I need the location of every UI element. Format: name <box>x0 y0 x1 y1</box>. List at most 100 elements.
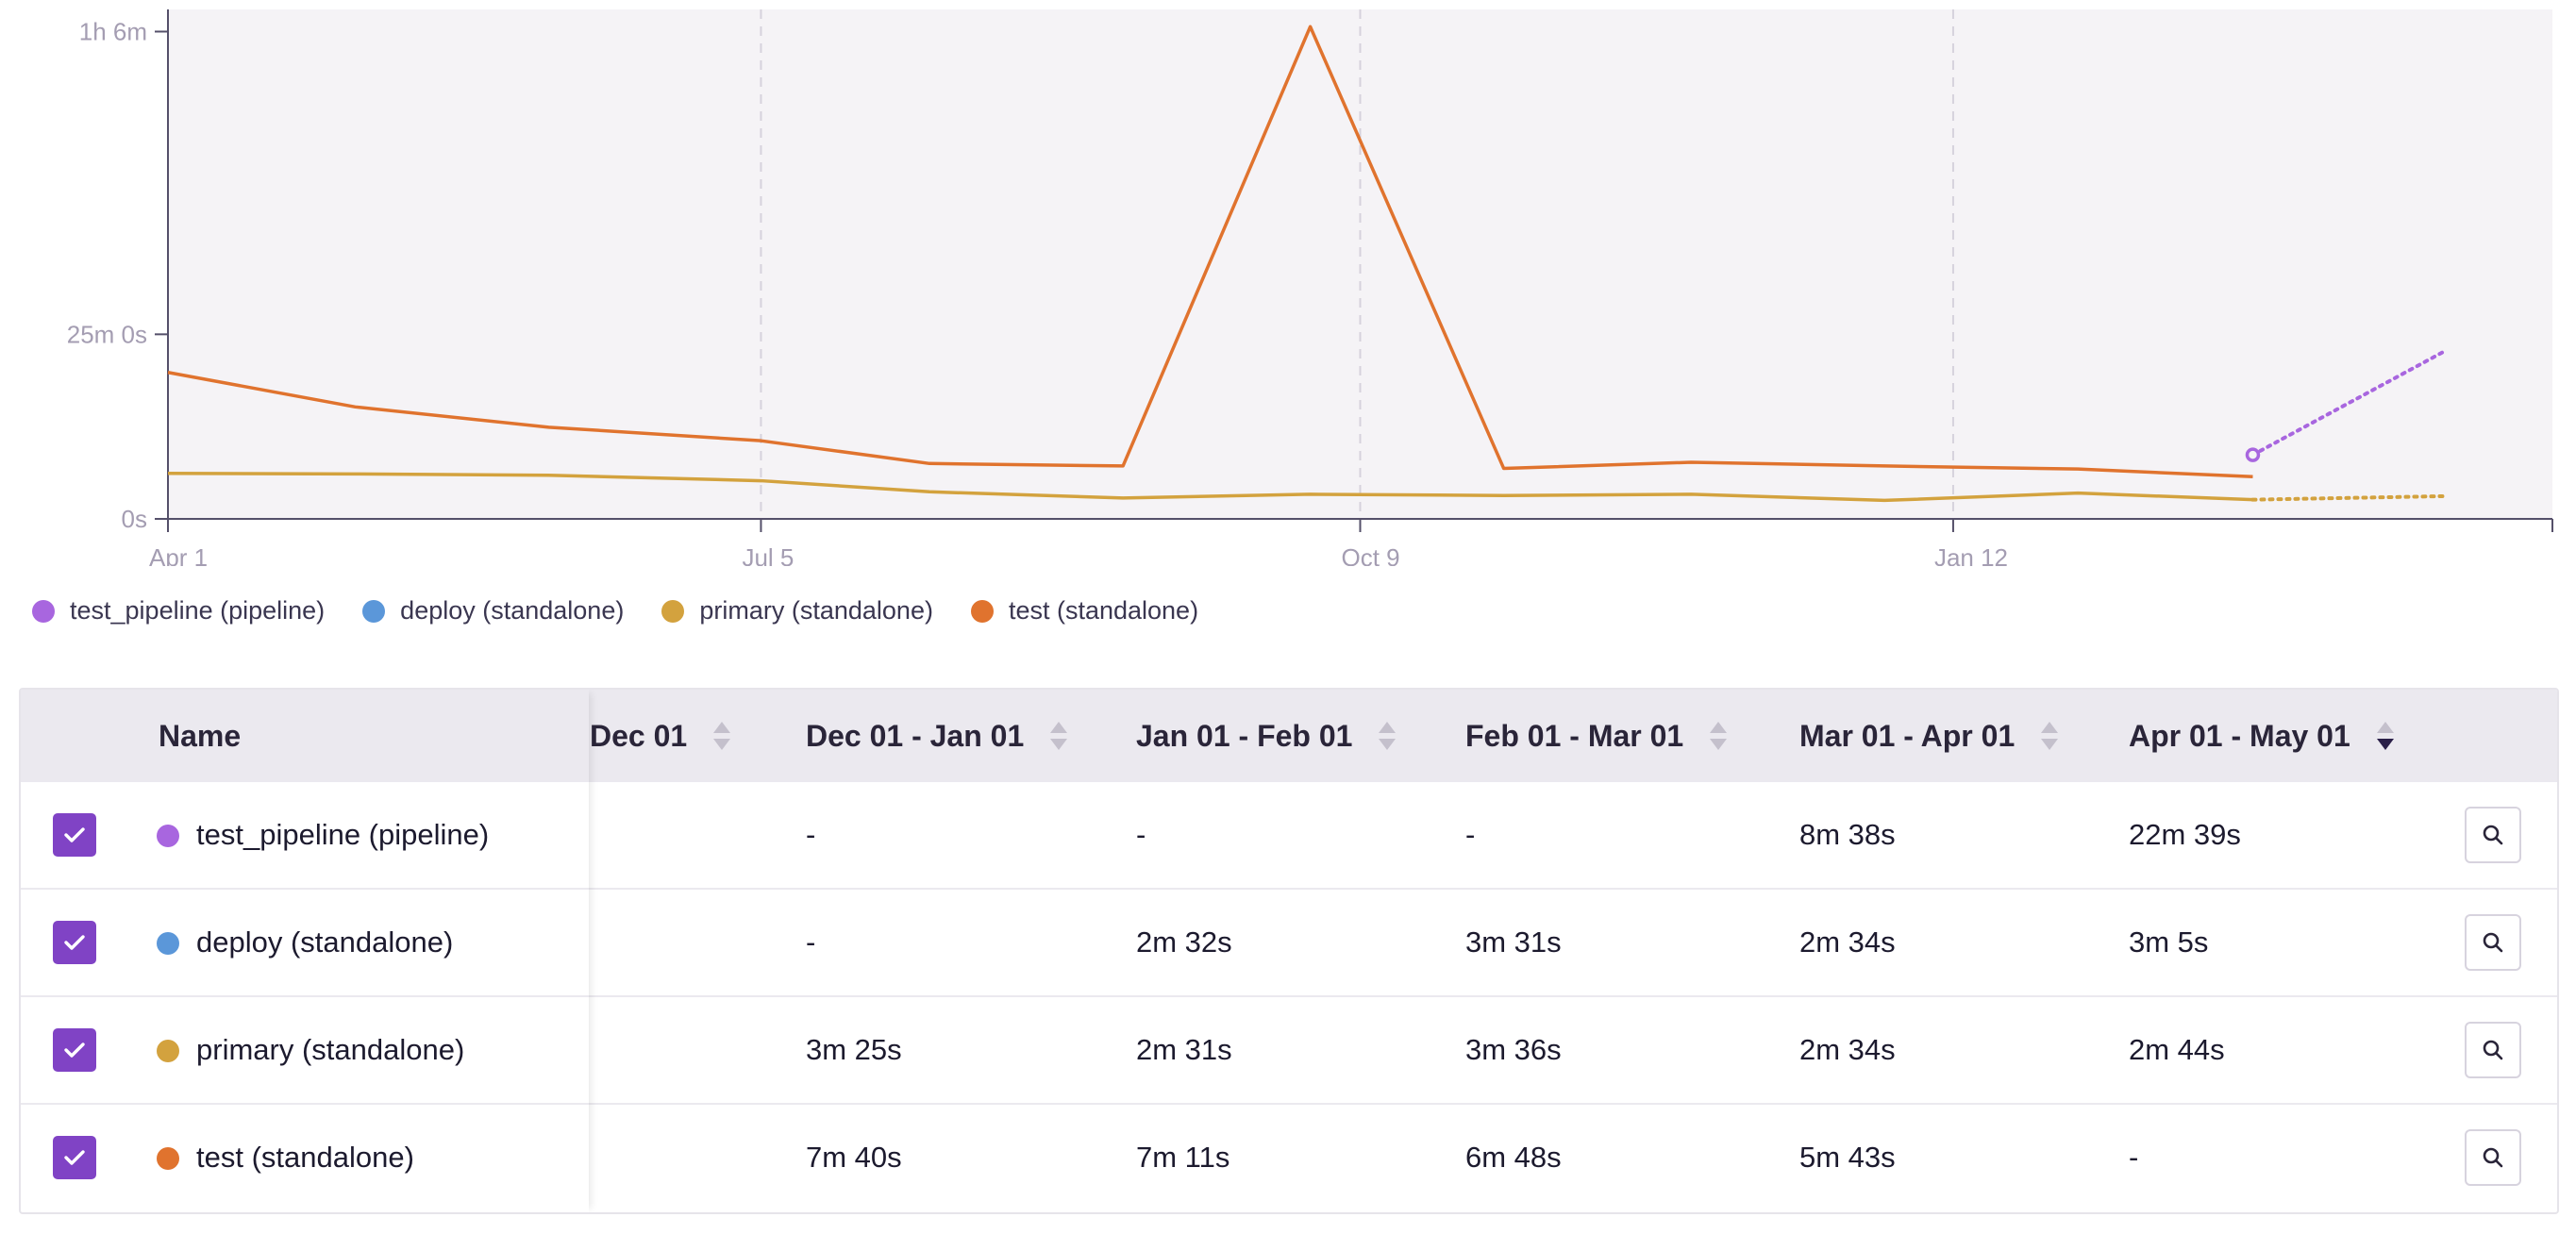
row-name-cell: test (standalone) <box>21 1105 589 1210</box>
y-tick-label: 25m 0s <box>67 320 147 348</box>
table-cell: 3m 36s <box>1465 1033 1562 1066</box>
column-header-name: Name <box>159 718 242 753</box>
row-search-button[interactable] <box>2465 1129 2521 1186</box>
table-cell: 22m 39s <box>2129 818 2241 851</box>
series-color-dot <box>157 825 179 847</box>
sort-descending-icon[interactable] <box>2376 720 2394 752</box>
legend-dot <box>661 599 685 623</box>
row-name-cell: deploy (standalone) <box>21 890 589 995</box>
legend-item-primary[interactable]: primary (standalone) <box>661 596 933 625</box>
table-cell: 2m 44s <box>2129 1033 2225 1066</box>
row-name-cell: primary (standalone) <box>21 997 589 1103</box>
column-header-mar-apr[interactable]: Mar 01 - Apr 01 <box>1799 690 2059 782</box>
table-cell: 3m 25s <box>806 1033 902 1066</box>
legend-item-test[interactable]: test (standalone) <box>970 596 1199 625</box>
table-cell: 3m 5s <box>2129 926 2209 959</box>
row-checkbox[interactable] <box>53 1136 96 1179</box>
table-row: test_pipeline (pipeline) - - - 8m 38s 22… <box>21 780 2557 888</box>
legend-dot <box>362 599 386 623</box>
row-checkbox[interactable] <box>53 921 96 964</box>
row-search-button[interactable] <box>2465 807 2521 863</box>
check-icon <box>64 827 85 842</box>
sort-icon[interactable] <box>1379 720 1397 752</box>
x-tick-label: Jan 12 <box>1934 543 2008 566</box>
table-cell: 3m 31s <box>1465 926 1562 959</box>
x-tick-label: Apr 1 <box>149 543 208 566</box>
name-header-cell: Name <box>21 690 589 782</box>
series-line-test-standalone- <box>167 25 2253 479</box>
row-search-button[interactable] <box>2465 1022 2521 1078</box>
check-icon <box>64 1150 85 1165</box>
column-header-dec-01[interactable]: Dec 01 <box>590 690 731 782</box>
sort-icon[interactable] <box>2041 720 2059 752</box>
table-cell: - <box>1465 818 1476 851</box>
chart-legend: test_pipeline (pipeline) deploy (standal… <box>32 596 1198 625</box>
column-header-label: Dec 01 - Jan 01 <box>806 718 1025 753</box>
x-tick-label: Oct 9 <box>1342 543 1400 566</box>
legend-label: deploy (standalone) <box>400 596 625 625</box>
row-checkbox[interactable] <box>53 813 96 857</box>
table-cell: 8m 38s <box>1799 818 1896 851</box>
table-cell: - <box>2129 1141 2139 1174</box>
legend-item-test-pipeline[interactable]: test_pipeline (pipeline) <box>32 596 325 625</box>
table-cell: - <box>806 818 816 851</box>
column-header-label: Dec 01 <box>590 718 688 753</box>
table-cell: 7m 11s <box>1136 1141 1230 1174</box>
search-icon <box>2483 825 2503 845</box>
series-forecast-test-pipeline-pipeline- <box>2250 348 2449 458</box>
table-cell: 6m 48s <box>1465 1141 1562 1174</box>
series-point-test-pipeline-pipeline- <box>2245 447 2261 462</box>
table-row: test (standalone) 7m 40s 7m 11s 6m 48s 5… <box>21 1103 2557 1210</box>
series-forecast-primary-standalone- <box>2250 493 2449 502</box>
table-row: deploy (standalone) - 2m 32s 3m 31s 2m 3… <box>21 888 2557 995</box>
sort-icon[interactable] <box>1710 720 1728 752</box>
table-cell: 2m 34s <box>1799 926 1896 959</box>
column-header-label: Apr 01 - May 01 <box>2129 718 2350 753</box>
duration-table: Dec 01 Dec 01 - Jan 01 Jan 01 - Feb 01 F… <box>19 688 2559 1214</box>
column-header-feb-mar[interactable]: Feb 01 - Mar 01 <box>1465 690 1728 782</box>
sort-icon[interactable] <box>1050 720 1068 752</box>
row-name-cell: test_pipeline (pipeline) <box>21 782 589 888</box>
series-color-dot <box>157 1147 179 1170</box>
series-name: test_pipeline (pipeline) <box>196 818 490 851</box>
y-tick-label: 1h 6m <box>79 17 147 45</box>
legend-item-deploy[interactable]: deploy (standalone) <box>362 596 624 625</box>
series-line-primary-standalone- <box>167 471 2253 503</box>
legend-label: primary (standalone) <box>699 596 933 625</box>
column-header-dec-jan[interactable]: Dec 01 - Jan 01 <box>806 690 1068 782</box>
x-tick-label: Jul 5 <box>742 543 794 566</box>
table-cell: 7m 40s <box>806 1141 902 1174</box>
series-name: test (standalone) <box>196 1141 414 1174</box>
column-header-label: Jan 01 - Feb 01 <box>1136 718 1353 753</box>
table-cell: 2m 34s <box>1799 1033 1896 1066</box>
table-cell: 2m 32s <box>1136 926 1232 959</box>
y-tick-label: 0s <box>122 505 147 533</box>
check-icon <box>64 1042 85 1058</box>
sort-icon[interactable] <box>713 720 731 752</box>
table-cell: 2m 31s <box>1136 1033 1232 1066</box>
legend-label: test_pipeline (pipeline) <box>70 596 326 625</box>
column-header-label: Mar 01 - Apr 01 <box>1799 718 2016 753</box>
table-cell: - <box>1136 818 1146 851</box>
row-search-button[interactable] <box>2465 914 2521 971</box>
column-header-label: Feb 01 - Mar 01 <box>1465 718 1684 753</box>
table-cell: 5m 43s <box>1799 1141 1896 1174</box>
check-icon <box>64 935 85 950</box>
table-row: primary (standalone) 3m 25s 2m 31s 3m 36… <box>21 995 2557 1103</box>
series-name: deploy (standalone) <box>196 926 454 959</box>
legend-dot <box>32 599 55 623</box>
row-checkbox[interactable] <box>53 1028 96 1072</box>
search-icon <box>2483 1147 2503 1168</box>
column-header-apr-may[interactable]: Apr 01 - May 01 <box>2129 690 2394 782</box>
legend-dot <box>970 599 994 623</box>
series-name: primary (standalone) <box>196 1033 465 1066</box>
column-header-jan-feb[interactable]: Jan 01 - Feb 01 <box>1136 690 1397 782</box>
legend-label: test (standalone) <box>1008 596 1199 625</box>
search-icon <box>2483 1040 2503 1060</box>
series-color-dot <box>157 1040 179 1062</box>
search-icon <box>2483 932 2503 953</box>
table-cell: - <box>806 926 816 959</box>
series-color-dot <box>157 932 179 955</box>
